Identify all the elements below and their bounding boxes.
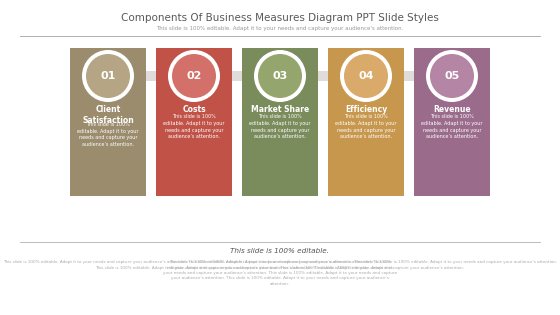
Circle shape — [344, 54, 388, 98]
Bar — [414, 48, 490, 196]
Bar — [280, 71, 366, 81]
Text: 02: 02 — [186, 71, 202, 81]
Bar — [242, 48, 318, 196]
Bar — [70, 48, 146, 196]
Text: This slide is 100% editable. Adapt it to your needs and capture your audience’s : This slide is 100% editable. Adapt it to… — [163, 260, 397, 286]
Circle shape — [254, 50, 306, 102]
Circle shape — [258, 54, 302, 98]
Bar — [328, 48, 404, 196]
Text: Efficiency: Efficiency — [345, 105, 387, 114]
Text: 05: 05 — [445, 71, 460, 81]
Circle shape — [426, 50, 478, 102]
Text: 04: 04 — [358, 71, 374, 81]
Text: Market Share: Market Share — [251, 105, 309, 114]
Bar — [156, 48, 232, 196]
Text: This slide is 100%
editable. Adapt it to your
needs and capture your
audience’s : This slide is 100% editable. Adapt it to… — [335, 114, 396, 139]
Text: This slide is 100%
editable. Adapt it to your
needs and capture your
audience’s : This slide is 100% editable. Adapt it to… — [77, 122, 139, 147]
Text: Costs: Costs — [182, 105, 206, 114]
Text: This slide is 100% editable.: This slide is 100% editable. — [231, 248, 329, 254]
Text: Revenue: Revenue — [433, 105, 471, 114]
Text: This slide is 100%
editable. Adapt it to your
needs and capture your
audience’s : This slide is 100% editable. Adapt it to… — [421, 114, 483, 139]
Text: This slide is 100% editable. Adapt it to your needs and capture your audience's : This slide is 100% editable. Adapt it to… — [156, 26, 404, 31]
Text: Client
Satisfaction: Client Satisfaction — [82, 105, 134, 125]
Bar — [108, 71, 194, 81]
Circle shape — [172, 54, 216, 98]
Circle shape — [82, 50, 134, 102]
Circle shape — [340, 50, 392, 102]
Circle shape — [168, 50, 220, 102]
Text: Components Of Business Measures Diagram PPT Slide Styles: Components Of Business Measures Diagram … — [121, 13, 439, 23]
Bar — [194, 71, 280, 81]
Text: This slide is 100%
editable. Adapt it to your
needs and capture your
audience’s : This slide is 100% editable. Adapt it to… — [249, 114, 311, 139]
Text: This slide is 100% editable. Adapt it to your needs and capture your audience’s : This slide is 100% editable. Adapt it to… — [3, 260, 557, 270]
Text: 01: 01 — [100, 71, 116, 81]
Circle shape — [430, 54, 474, 98]
Bar — [366, 71, 452, 81]
Circle shape — [86, 54, 130, 98]
Text: 03: 03 — [272, 71, 288, 81]
Text: This slide is 100%
editable. Adapt it to your
needs and capture your
audience’s : This slide is 100% editable. Adapt it to… — [164, 114, 225, 139]
